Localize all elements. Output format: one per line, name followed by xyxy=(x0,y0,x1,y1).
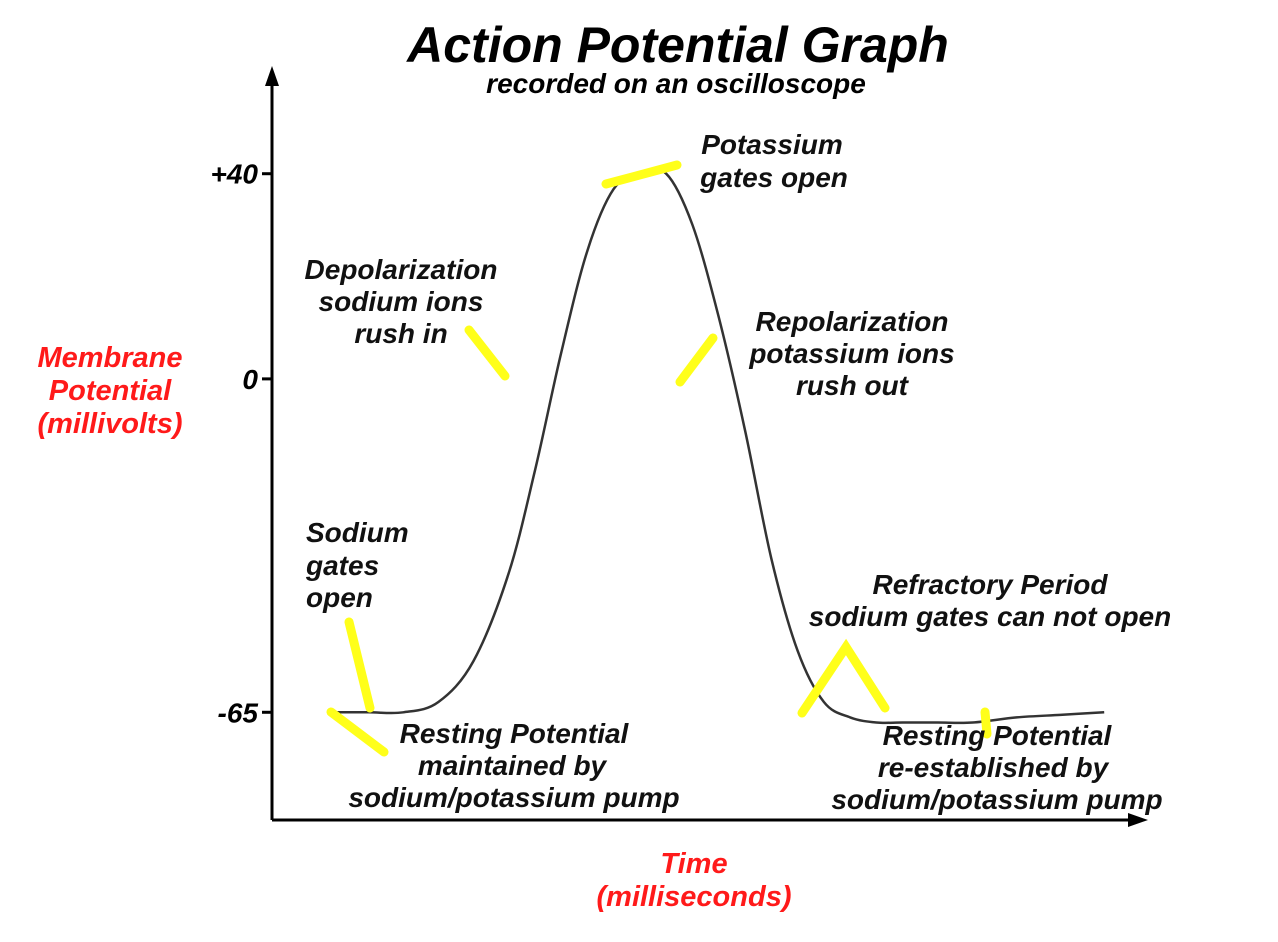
annotation-line: potassium ions xyxy=(748,338,954,369)
leader-sodium-gates xyxy=(344,617,375,713)
y-axis-label: Membrane Potential (millivolts) xyxy=(37,342,182,440)
annotation-line: sodium ions xyxy=(319,286,484,317)
annotation-line: Sodium xyxy=(306,517,409,548)
leader-repolarization xyxy=(675,333,718,387)
chart-subtitle: recorded on an oscilloscope xyxy=(486,68,866,99)
leader-resting-reestablished xyxy=(980,707,992,739)
y-axis-label-line: Membrane xyxy=(37,342,182,374)
annotation-line: Depolarization xyxy=(305,254,498,285)
y-axis-arrow xyxy=(265,66,279,86)
membrane-potential-curve xyxy=(328,168,1105,725)
annotations: Potassium gates open Depolarization sodi… xyxy=(305,129,1172,815)
y-axis-label-line: Potential xyxy=(49,375,172,407)
axes xyxy=(265,66,1148,827)
annotation-leaders xyxy=(326,160,992,757)
annotation-depolarization: Depolarization sodium ions rush in xyxy=(305,254,498,349)
annotation-line: gates xyxy=(305,550,379,581)
annotation-line: gates open xyxy=(699,162,848,193)
annotation-line: sodium/potassium pump xyxy=(831,784,1162,815)
annotation-line: maintained by xyxy=(418,750,608,781)
annotation-sodium-gates: Sodium gates open xyxy=(305,517,409,613)
chart-title: Action Potential Graph xyxy=(405,17,949,73)
annotation-line: re-established by xyxy=(878,752,1110,783)
x-axis-label: Time (milliseconds) xyxy=(597,848,792,913)
y-axis-label-line: (millivolts) xyxy=(37,408,182,440)
leader-potassium-gates xyxy=(601,160,682,189)
annotation-line: Resting Potential xyxy=(400,718,630,749)
x-axis-label-line: Time xyxy=(660,848,727,880)
leader-depolarization xyxy=(464,325,510,381)
y-ticks: +40 0 -65 xyxy=(211,159,272,728)
annotation-line: rush in xyxy=(354,318,447,349)
annotation-line: Refractory Period xyxy=(873,569,1109,600)
annotation-refractory-period: Refractory Period sodium gates can not o… xyxy=(809,569,1171,632)
annotation-resting-reestablished: Resting Potential re-established by sodi… xyxy=(831,720,1162,815)
annotation-line: Repolarization xyxy=(756,306,949,337)
y-tick-label: 0 xyxy=(242,364,258,395)
leader-resting-maintained xyxy=(326,707,389,757)
annotation-line: rush out xyxy=(796,370,910,401)
annotation-line: open xyxy=(306,582,373,613)
leader-refractory-period xyxy=(797,638,890,718)
annotation-line: Resting Potential xyxy=(883,720,1113,751)
annotation-line: sodium/potassium pump xyxy=(348,782,679,813)
annotation-resting-maintained: Resting Potential maintained by sodium/p… xyxy=(348,718,679,813)
annotation-repolarization: Repolarization potassium ions rush out xyxy=(748,306,954,401)
annotation-line: Potassium xyxy=(701,129,843,160)
annotation-line: sodium gates can not open xyxy=(809,601,1171,632)
x-axis-label-line: (milliseconds) xyxy=(597,881,792,913)
annotation-potassium-gates: Potassium gates open xyxy=(699,129,848,193)
y-tick-label: -65 xyxy=(218,697,259,728)
y-tick-label: +40 xyxy=(211,159,259,190)
x-axis-arrow xyxy=(1128,813,1148,827)
